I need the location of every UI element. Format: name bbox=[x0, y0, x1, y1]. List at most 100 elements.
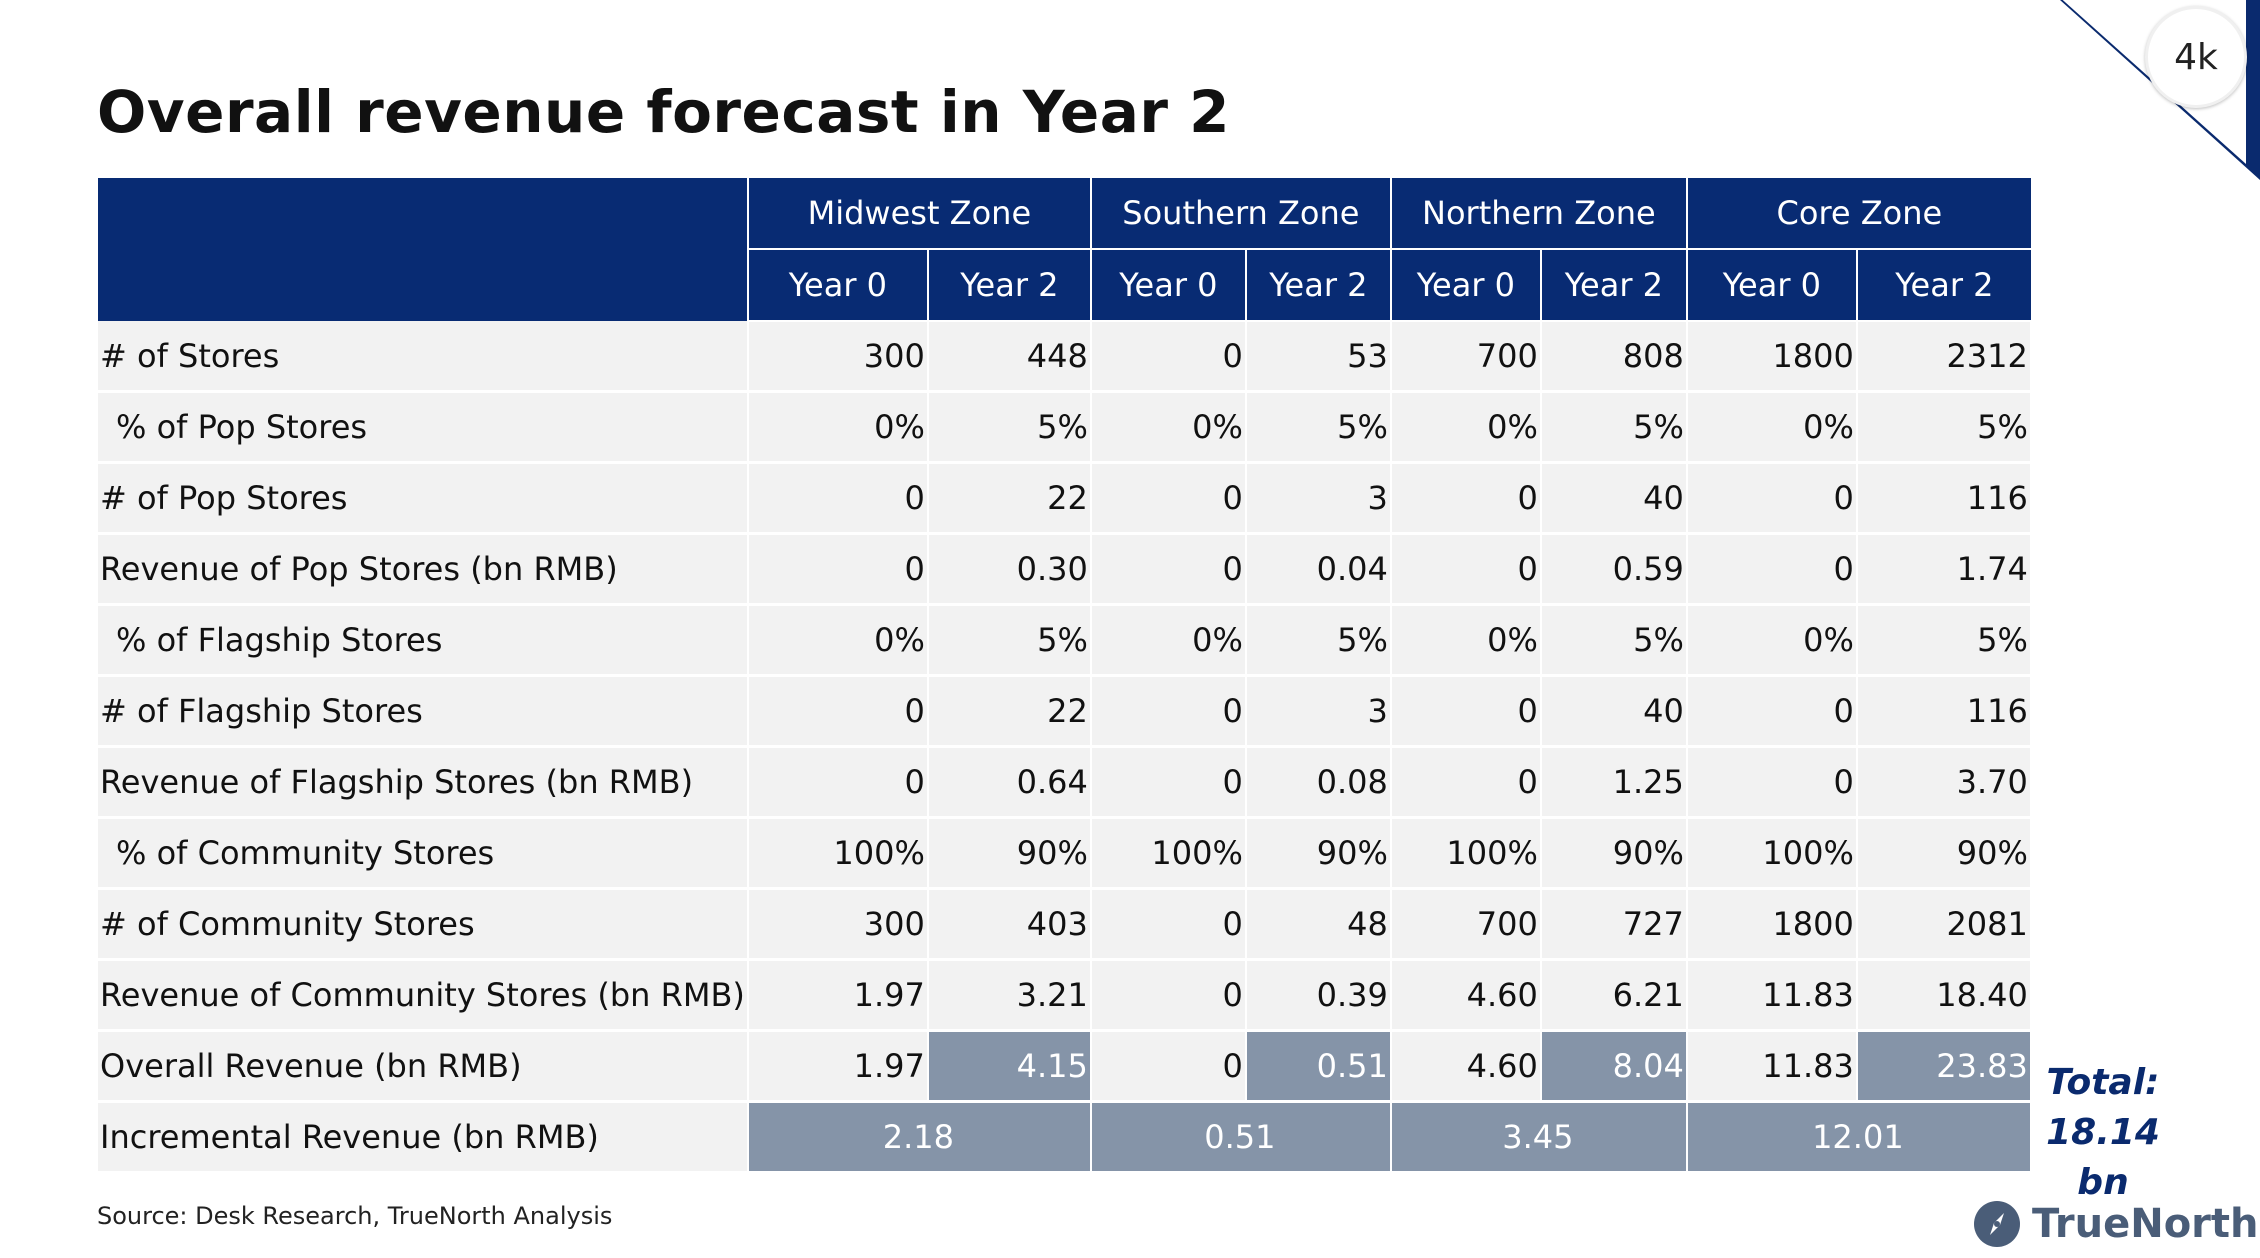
row-label: Incremental Revenue (bn RMB) bbox=[98, 1101, 749, 1174]
table-cell: 0 bbox=[1686, 746, 1858, 819]
table-cell: 0 bbox=[1090, 959, 1247, 1032]
year-header: Year 0 bbox=[1390, 249, 1542, 322]
table-cell: 90% bbox=[1856, 817, 2032, 890]
table-cell: 2312 bbox=[1856, 321, 2032, 393]
table-cell: 1.97 bbox=[747, 959, 929, 1032]
table-cell: 5% bbox=[1856, 391, 2032, 464]
table-cell: 403 bbox=[927, 888, 1092, 961]
table-cell: 4.60 bbox=[1390, 1030, 1542, 1103]
row-label: % of Community Stores bbox=[98, 817, 749, 890]
row-label: Revenue of Pop Stores (bn RMB) bbox=[98, 533, 749, 606]
row-label: # of Flagship Stores bbox=[98, 675, 749, 748]
row-label: # of Pop Stores bbox=[98, 462, 749, 535]
table-cell: 8.04 bbox=[1540, 1030, 1688, 1103]
table-row: Revenue of Pop Stores (bn RMB) 0 0.30 0 0.04… bbox=[98, 533, 2032, 606]
year-header: Year 0 bbox=[1090, 249, 1247, 322]
table-cell: 100% bbox=[747, 817, 929, 890]
table-cell: 18.40 bbox=[1856, 959, 2032, 1032]
row-label: # of Community Stores bbox=[98, 888, 749, 961]
table-cell: 0% bbox=[1090, 604, 1247, 677]
compass-icon bbox=[1974, 1201, 2020, 1247]
table-cell: 0 bbox=[1686, 462, 1858, 535]
total-label: Total: bbox=[2046, 1062, 2160, 1103]
table-cell: 23.83 bbox=[1856, 1030, 2032, 1103]
table-cell: 116 bbox=[1856, 675, 2032, 748]
table-row: # of Flagship Stores 0 22 0 3 0 40 0 116 bbox=[98, 675, 2032, 748]
table-cell: 0.08 bbox=[1245, 746, 1392, 819]
table-cell: 700 bbox=[1390, 888, 1542, 961]
total-value: 18.14 bn bbox=[2046, 1112, 2160, 1203]
table-cell: 11.83 bbox=[1686, 959, 1858, 1032]
table-cell: 0 bbox=[747, 533, 929, 606]
table-row: # of Stores 300 448 0 53 700 808 1800 2312 bbox=[98, 321, 2032, 393]
table-cell: 0 bbox=[747, 746, 929, 819]
table-cell: 5% bbox=[927, 604, 1092, 677]
table-cell: 0 bbox=[1090, 675, 1247, 748]
table-cell: 0% bbox=[1090, 391, 1247, 464]
table-cell: 3.21 bbox=[927, 959, 1092, 1032]
table-cell: 1.74 bbox=[1856, 533, 2032, 606]
table-cell: 808 bbox=[1540, 321, 1688, 393]
table-cell: 5% bbox=[1540, 604, 1688, 677]
table-cell: 0% bbox=[747, 604, 929, 677]
table-row: # of Pop Stores 0 22 0 3 0 40 0 116 bbox=[98, 462, 2032, 535]
table-cell: 48 bbox=[1245, 888, 1392, 961]
table-cell: 0 bbox=[1390, 746, 1542, 819]
table-cell: 22 bbox=[927, 675, 1092, 748]
table-cell: 5% bbox=[927, 391, 1092, 464]
table-cell: 0 bbox=[1686, 675, 1858, 748]
table-cell: 11.83 bbox=[1686, 1030, 1858, 1103]
row-label: Revenue of Flagship Stores (bn RMB) bbox=[98, 746, 749, 819]
table-cell: 40 bbox=[1540, 462, 1688, 535]
row-label: Revenue of Community Stores (bn RMB) bbox=[98, 959, 749, 1032]
table-cell: 4.60 bbox=[1390, 959, 1542, 1032]
table-cell: 1800 bbox=[1686, 321, 1858, 393]
table-row: % of Pop Stores 0% 5% 0% 5% 0% 5% 0% 5% bbox=[98, 391, 2032, 464]
table-cell: 1.25 bbox=[1540, 746, 1688, 819]
zone-header: Midwest Zone bbox=[747, 178, 1092, 250]
table-cell: 0% bbox=[1390, 604, 1542, 677]
table-cell: 0 bbox=[1090, 1030, 1247, 1103]
zone-header: Northern Zone bbox=[1390, 178, 1688, 250]
table-cell: 300 bbox=[747, 321, 929, 393]
table-cell: 6.21 bbox=[1540, 959, 1688, 1032]
table-cell: 116 bbox=[1856, 462, 2032, 535]
table-cell: 53 bbox=[1245, 321, 1392, 393]
year-header: Year 0 bbox=[1686, 249, 1858, 322]
table-cell: 22 bbox=[927, 462, 1092, 535]
table-cell: 0 bbox=[1090, 321, 1247, 393]
table-cell: 0 bbox=[1390, 675, 1542, 748]
table-cell: 5% bbox=[1540, 391, 1688, 464]
page-title: Overall revenue forecast in Year 2 bbox=[97, 78, 1230, 146]
table-cell: 5% bbox=[1245, 604, 1392, 677]
row-label: % of Pop Stores bbox=[98, 391, 749, 464]
corner-header-cell bbox=[98, 178, 749, 321]
table-cell: 0.59 bbox=[1540, 533, 1688, 606]
incremental-cell: 2.18 bbox=[747, 1101, 1092, 1174]
table-cell: 100% bbox=[1090, 817, 1247, 890]
table-cell: 0% bbox=[1686, 391, 1858, 464]
table-cell: 0 bbox=[1090, 462, 1247, 535]
row-label: % of Flagship Stores bbox=[98, 604, 749, 677]
table-cell: 40 bbox=[1540, 675, 1688, 748]
table-row: # of Community Stores 300 403 0 48 700 727 1800… bbox=[98, 888, 2032, 961]
table-row: Overall Revenue (bn RMB) 1.97 4.15 0 0.51 4.6… bbox=[98, 1030, 2032, 1103]
table-cell: 0 bbox=[1390, 462, 1542, 535]
table-cell: 448 bbox=[927, 321, 1092, 393]
row-label: Overall Revenue (bn RMB) bbox=[98, 1030, 749, 1103]
row-label: # of Stores bbox=[98, 321, 749, 393]
incremental-row: Incremental Revenue (bn RMB) 2.18 0.51 3.45… bbox=[98, 1101, 2032, 1174]
table-cell: 0.30 bbox=[927, 533, 1092, 606]
table-cell: 5% bbox=[1245, 391, 1392, 464]
table-cell: 0 bbox=[1090, 888, 1247, 961]
table-cell: 0.04 bbox=[1245, 533, 1392, 606]
table-cell: 3.70 bbox=[1856, 746, 2032, 819]
table-cell: 0% bbox=[1686, 604, 1858, 677]
table-cell: 2081 bbox=[1856, 888, 2032, 961]
year-header: Year 2 bbox=[927, 249, 1092, 322]
table-row: Revenue of Flagship Stores (bn RMB) 0 0.64… bbox=[98, 746, 2032, 819]
logo-text: TrueNorth bbox=[2032, 1201, 2259, 1247]
year-header: Year 2 bbox=[1540, 249, 1688, 322]
table-cell: 700 bbox=[1390, 321, 1542, 393]
truenorth-logo: TrueNorth bbox=[1972, 1196, 2259, 1252]
